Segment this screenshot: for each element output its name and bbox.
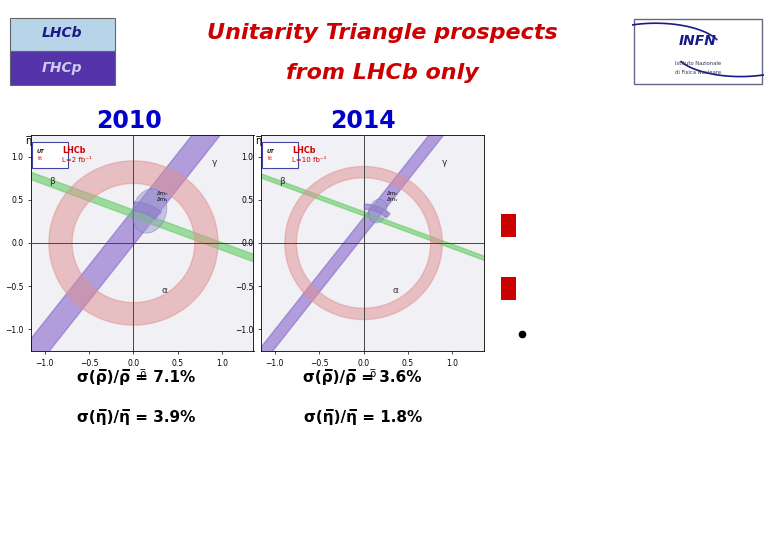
Polygon shape [364,204,390,218]
Text: Δmₛ: Δmₛ [157,197,168,201]
Text: η̅: η̅ [255,136,261,146]
X-axis label: ρ̅: ρ̅ [139,369,146,379]
FancyBboxPatch shape [262,142,298,168]
Polygon shape [257,172,488,262]
Ellipse shape [132,189,167,233]
Text: Δmₙ: Δmₙ [387,191,398,195]
Polygon shape [27,171,258,264]
Text: Δmₛ: Δmₛ [387,197,398,201]
Text: fit: fit [268,156,273,161]
Text: fit: fit [37,156,43,161]
Text: LHCb: LHCb [292,146,316,155]
FancyBboxPatch shape [10,18,115,51]
Text: γ: γ [211,158,217,167]
X-axis label: ρ̅: ρ̅ [369,369,376,379]
Bar [501,214,516,237]
Polygon shape [257,60,488,371]
Text: 12: 12 [741,522,757,535]
Text: INFN: INFN [679,34,717,48]
Text: di Fisica Nucleare: di Fisica Nucleare [675,70,722,75]
Text: LHCb: LHCb [42,26,83,40]
Text: Δmₙ: Δmₙ [157,191,168,195]
Text: σ(ρ̅)/ρ̅ = 3.6%: σ(ρ̅)/ρ̅ = 3.6% [303,369,422,384]
Polygon shape [49,161,218,325]
Text: Unitarity Triangle prospects: Unitarity Triangle prospects [207,23,558,44]
Text: σ(ρ̅)/ρ̅ = 7.1%: σ(ρ̅)/ρ̅ = 7.1% [77,369,196,384]
Text: from LHCb only: from LHCb only [285,63,479,83]
Text: L=2 fb⁻¹: L=2 fb⁻¹ [62,157,92,163]
FancyBboxPatch shape [634,19,762,84]
Text: α: α [162,286,168,295]
Text: Istituto Nazionale: Istituto Nazionale [675,62,722,66]
Text: LHCb: LHCb [62,146,86,155]
Text: 2014: 2014 [330,110,395,133]
Polygon shape [285,166,442,320]
Text: β: β [279,177,285,186]
Text: σ(η̅)/η̅ = 1.8%: σ(η̅)/η̅ = 1.8% [303,409,422,425]
Text: α: α [392,286,398,295]
Text: β: β [49,177,55,186]
Text: 2010: 2010 [96,110,161,133]
Polygon shape [27,52,258,380]
Text: σ(η̅)/η̅ = 3.9%: σ(η̅)/η̅ = 3.9% [77,409,196,425]
Text: L=10 fb⁻¹: L=10 fb⁻¹ [292,157,327,163]
FancyBboxPatch shape [10,51,115,85]
Text: ΓHCp: ΓHCp [42,61,83,75]
Text: γ: γ [441,158,447,167]
Text: UT: UT [266,149,274,154]
FancyBboxPatch shape [32,142,68,168]
Polygon shape [134,202,161,219]
Ellipse shape [369,199,387,223]
Text: η̅: η̅ [25,136,31,146]
Text: UT: UT [36,149,44,154]
Bar [501,276,516,300]
